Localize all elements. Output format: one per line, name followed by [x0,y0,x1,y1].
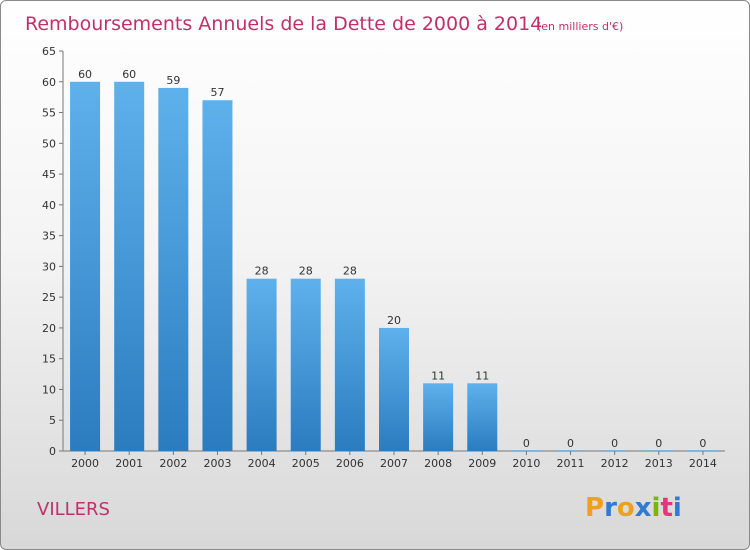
value-label-2007: 20 [387,314,401,327]
x-tick-label-2001: 2001 [115,457,143,470]
bar-2009 [467,383,498,451]
value-label-2013: 0 [655,437,662,450]
y-tick-label: 5 [49,414,56,427]
bar-2004 [246,278,277,451]
value-label-2012: 0 [611,437,618,450]
bar-2014 [687,450,718,451]
bar-2011 [555,450,586,451]
x-tick-label-2009: 2009 [468,457,496,470]
x-tick-label-2002: 2002 [159,457,187,470]
x-tick-label-2003: 2003 [203,457,231,470]
value-label-2009: 11 [475,369,489,382]
proxiti-logo: Proxiti [585,493,682,523]
y-tick-label: 60 [42,76,56,89]
y-tick-label: 50 [42,137,56,150]
bar-2005 [290,278,321,451]
x-tick-label-2014: 2014 [689,457,717,470]
x-tick-label-2010: 2010 [512,457,540,470]
bars-group: 60 60 59 57 28 28 28 20 11 11 0 0 0 0 0 [70,68,718,452]
y-tick-label: 25 [42,291,56,304]
value-label-2014: 0 [699,437,706,450]
chart-unit-label: (en milliers d'€) [537,20,623,33]
value-label-2004: 28 [255,265,269,278]
x-tick-label-2000: 2000 [71,457,99,470]
logo-letter: x [635,493,652,523]
bar-2010 [511,450,542,451]
x-tick-label-2007: 2007 [380,457,408,470]
value-label-2008: 11 [431,369,445,382]
x-tick-label-2012: 2012 [601,457,629,470]
bar-2007 [379,327,409,451]
value-label-2005: 28 [299,265,313,278]
chart-title: Remboursements Annuels de la Dette de 20… [25,13,542,35]
value-label-2002: 59 [166,74,180,87]
x-tick-label-2013: 2013 [645,457,673,470]
value-label-2001: 60 [122,68,136,81]
logo-letter: P [585,493,604,523]
bar-2003 [202,100,233,451]
y-tick-label: 65 [42,45,56,58]
logo-letter: i [673,493,682,523]
y-tick-label: 10 [42,383,56,396]
x-tick-label-2004: 2004 [248,457,276,470]
logo-letter: i [652,493,661,523]
y-tick-label: 15 [42,353,56,366]
bar-2006 [334,278,365,451]
bar-2001 [114,81,145,452]
y-tick-label: 30 [42,260,56,273]
bar-2000 [70,81,101,452]
y-tick-label: 35 [42,230,56,243]
logo-letter: t [660,493,672,523]
bar-2012 [599,450,630,451]
y-tick-label: 45 [42,168,56,181]
value-label-2000: 60 [78,68,92,81]
x-tick-label-2011: 2011 [557,457,585,470]
value-label-2003: 57 [210,86,224,99]
x-tick-label-2006: 2006 [336,457,364,470]
y-tick-label: 55 [42,107,56,120]
y-tick-label: 40 [42,199,56,212]
y-tick-label: 0 [49,445,56,458]
value-label-2006: 28 [343,265,357,278]
value-label-2011: 0 [567,437,574,450]
bar-2008 [423,383,454,451]
bar-2013 [643,450,674,451]
bar-2002 [158,87,189,451]
x-tick-label-2008: 2008 [424,457,452,470]
y-tick-label: 20 [42,322,56,335]
logo-letter: o [617,493,635,523]
x-tick-label-2005: 2005 [292,457,320,470]
value-label-2010: 0 [523,437,530,450]
commune-name: VILLERS [37,499,110,520]
logo-letter: r [604,493,617,523]
